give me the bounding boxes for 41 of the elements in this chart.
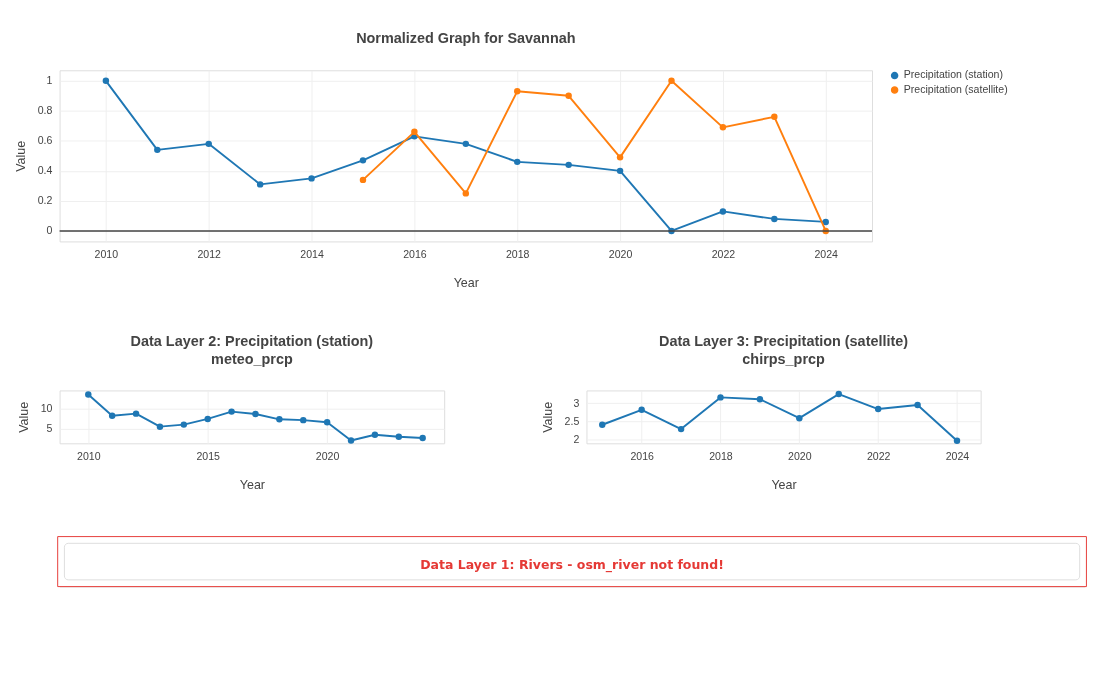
x-tick-label: 2016: [630, 450, 655, 463]
x-tick-label: 2015: [196, 450, 221, 463]
y-tick-label: 0.2: [37, 194, 53, 207]
y-axis-title: Value: [14, 140, 29, 172]
x-tick-label: 2022: [711, 248, 736, 261]
y-tick-label: 0.6: [37, 134, 53, 147]
x-tick-label: 2024: [814, 248, 839, 261]
x-tick-label: 2010: [77, 450, 101, 463]
legend-label: Precipitation (satellite): [903, 82, 1008, 95]
chart-subtitle: chirps_prcp: [742, 350, 825, 367]
y-tick-label: 1: [46, 74, 53, 87]
chart-title: Data Layer 2: Precipitation (station): [130, 333, 374, 350]
y-tick-label: 2.5: [564, 414, 580, 427]
x-axis-title: Year: [453, 276, 479, 291]
x-tick-label: 2012: [197, 248, 222, 261]
y-tick-label: 3: [573, 396, 580, 409]
y-tick-label: 5: [46, 422, 53, 435]
x-tick-label: 2018: [709, 450, 733, 463]
x-tick-label: 2018: [505, 248, 530, 261]
x-tick-label: 2020: [788, 450, 812, 463]
x-tick-label: 2014: [300, 248, 324, 261]
x-tick-label: 2020: [608, 248, 633, 261]
x-tick-label: 2024: [945, 450, 970, 463]
x-tick-label: 2010: [94, 248, 119, 261]
y-tick-label: 0.4: [37, 164, 53, 177]
x-axis-title: Year: [771, 478, 797, 492]
text: Data Layer 1: Rivers - osm_river not found!: [420, 557, 724, 574]
chart-title: Normalized Graph for Savannah: [356, 30, 576, 47]
y-axis-title: Value: [17, 401, 32, 433]
y-tick-label: 0: [46, 224, 53, 237]
legend-label: Precipitation (station): [903, 68, 1003, 81]
x-axis-title: Year: [239, 478, 265, 492]
x-tick-label: 2022: [866, 450, 891, 463]
chart-subtitle: meteo_prcp: [211, 350, 293, 367]
y-tick-label: 2: [573, 433, 580, 446]
y-axis-title: Value: [541, 401, 556, 433]
chart-title: Data Layer 3: Precipitation (satellite): [659, 333, 909, 350]
y-tick-label: 10: [40, 402, 53, 415]
x-tick-label: 2020: [315, 450, 340, 463]
y-tick-label: 0.8: [37, 104, 53, 117]
x-tick-label: 2016: [403, 248, 427, 261]
